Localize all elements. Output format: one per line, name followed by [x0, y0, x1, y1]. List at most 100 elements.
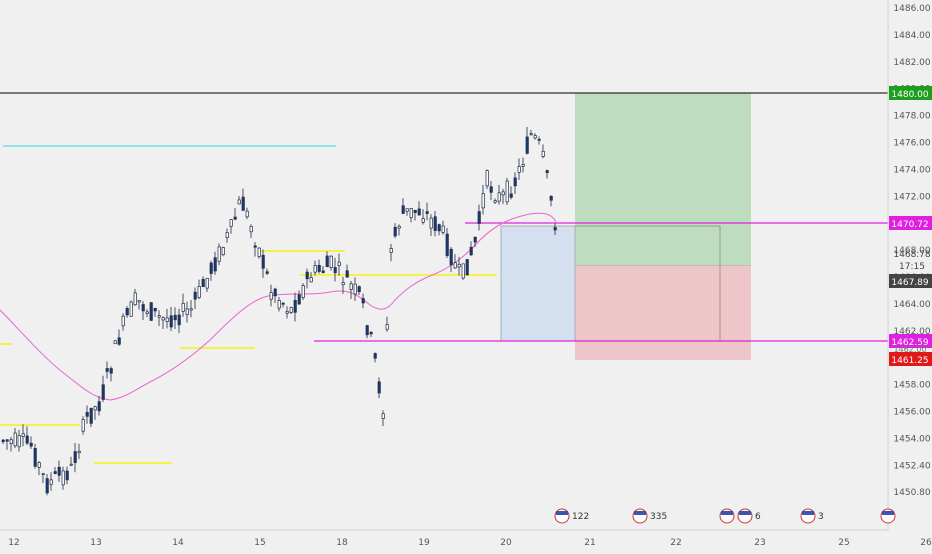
candle: [213, 251, 217, 275]
economic-event-marker[interactable]: [880, 508, 896, 524]
candle: [445, 227, 449, 259]
candle: [157, 310, 161, 327]
candle: [553, 223, 557, 235]
support-price: 1462.59: [891, 338, 928, 348]
candle: [437, 223, 441, 236]
candle: [293, 292, 297, 322]
candle: [337, 253, 341, 276]
event-count: 122: [572, 512, 589, 522]
candle: [233, 208, 237, 221]
candle: [345, 264, 349, 278]
x-tick-label: 12: [8, 538, 19, 548]
event-count: 335: [650, 512, 667, 522]
candle: [85, 405, 89, 424]
candle: [21, 424, 25, 447]
candle: [365, 324, 369, 339]
candle: [37, 461, 41, 476]
x-tick-label: 13: [90, 538, 101, 548]
economic-event-marker[interactable]: 122: [554, 508, 589, 524]
candle: [401, 198, 405, 215]
candle: [229, 218, 233, 234]
candle: [25, 426, 29, 445]
y-tick-label: 1478.00: [893, 112, 930, 122]
candle: [497, 184, 501, 205]
candle: [377, 377, 381, 399]
candle: [77, 443, 81, 460]
candle: [393, 223, 397, 239]
candle: [549, 195, 553, 207]
candle: [481, 184, 485, 215]
candle: [409, 208, 413, 223]
candle: [205, 277, 209, 292]
price-tag-entry[interactable]: 1470.72: [889, 216, 932, 230]
candle: [245, 207, 249, 220]
price-tag-support[interactable]: 1462.59: [889, 334, 932, 348]
candle: [281, 302, 285, 308]
price-tag-target[interactable]: 1480.00: [889, 86, 932, 100]
profit-zone[interactable]: [575, 93, 751, 266]
y-tick-label: 1454.00: [893, 434, 930, 444]
y-tick-label: 1458.00: [893, 381, 930, 391]
candle: [473, 236, 477, 248]
price-tag-stop[interactable]: 1461.25: [889, 352, 932, 366]
candle: [181, 293, 185, 317]
candle: [417, 201, 421, 216]
candle: [317, 259, 321, 274]
candle: [453, 254, 457, 269]
candle: [105, 361, 109, 379]
ma-price: 1467.89: [891, 278, 928, 288]
candle: [373, 352, 377, 363]
candle: [257, 247, 261, 259]
candle: [289, 306, 293, 314]
candle: [261, 249, 265, 278]
candle: [17, 429, 21, 452]
candle: [9, 436, 13, 452]
candle: [477, 204, 481, 231]
candle: [65, 466, 69, 485]
candle: [321, 265, 325, 274]
candle: [469, 241, 473, 256]
economic-event-marker[interactable]: 335: [632, 508, 667, 524]
candle: [169, 306, 173, 332]
candle: [301, 283, 305, 300]
candle: [405, 208, 409, 216]
candle: [201, 276, 205, 287]
candle: [13, 428, 17, 449]
x-tick-label: 20: [500, 538, 512, 548]
x-tick-label: 18: [336, 538, 348, 548]
candle: [109, 366, 113, 382]
candle: [209, 260, 213, 281]
candle: [269, 284, 273, 307]
candle: [325, 251, 329, 268]
candle: [121, 313, 125, 331]
candle: [61, 466, 65, 490]
y-tick-label: 1464.00: [893, 300, 930, 310]
economic-event-marker[interactable]: 6: [737, 508, 761, 524]
moving-average-line: [0, 212, 557, 401]
candle: [57, 460, 61, 482]
candle: [141, 301, 145, 321]
candle: [313, 260, 317, 276]
candle: [505, 177, 509, 206]
y-tick-label: 1462.00: [893, 327, 930, 337]
economic-event-marker[interactable]: 3: [800, 508, 824, 524]
loss-zone[interactable]: [575, 265, 751, 360]
candle: [349, 280, 353, 300]
y-tick-label: 1456.00: [893, 408, 930, 418]
candle: [265, 268, 269, 276]
projection-box[interactable]: [500, 225, 576, 342]
candle: [197, 279, 201, 300]
price-tag-ma[interactable]: 1467.89: [889, 274, 932, 288]
candle: [517, 158, 521, 180]
candle: [225, 228, 229, 243]
candle: [89, 407, 93, 427]
candle: [33, 443, 37, 469]
candle: [161, 316, 165, 329]
candle: [241, 188, 245, 211]
candle: [449, 246, 453, 273]
candle: [249, 224, 253, 239]
candle: [421, 209, 425, 225]
candle: [297, 290, 301, 305]
candle: [193, 287, 197, 310]
